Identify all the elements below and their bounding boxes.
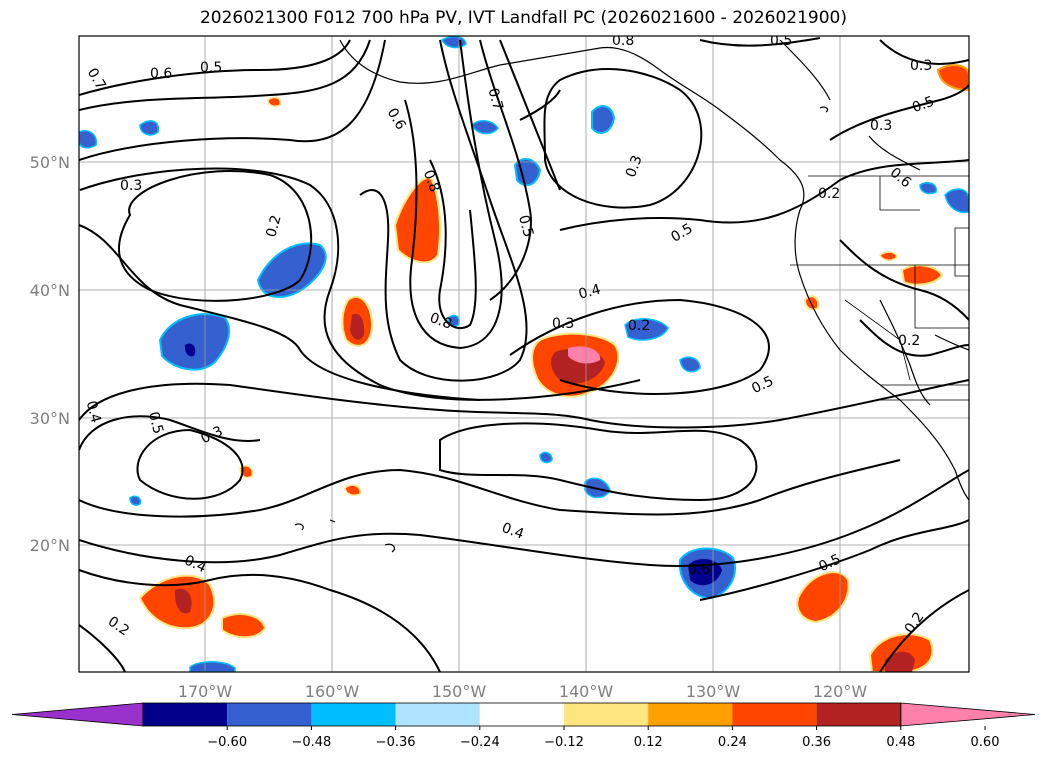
lat-label-20n: 20°N bbox=[30, 536, 70, 555]
contour-label: 0.7 bbox=[484, 86, 505, 112]
positive-anomaly-center bbox=[393, 176, 441, 264]
colorbar: −0.60 −0.48 −0.36 −0.24 −0.12 0.12 0.24 0.36 0.4… bbox=[11, 702, 1036, 750]
contour-label: 0.8 bbox=[612, 33, 634, 49]
contour-label: 0.2 bbox=[628, 318, 650, 334]
colorbar-tick-label: −0.12 bbox=[544, 735, 584, 750]
lat-label-40n: 40°N bbox=[30, 281, 70, 300]
lat-label-30n: 30°N bbox=[30, 409, 70, 428]
negative-anomaly-west bbox=[158, 313, 231, 371]
colorbar-tick-label: 0.48 bbox=[886, 735, 915, 750]
colorbar-extend-min bbox=[11, 702, 144, 727]
lon-label-140w: 140°W bbox=[559, 682, 614, 701]
contour-label: 0.3 bbox=[623, 153, 646, 179]
contour-label: 0.5 bbox=[910, 94, 936, 117]
contour-label: 0.2 bbox=[263, 213, 284, 239]
contour-label: 0.4 bbox=[83, 399, 104, 425]
contour-label: 0.6 bbox=[688, 562, 710, 578]
colorbar-segment bbox=[648, 703, 733, 726]
contour-label: 0.3 bbox=[910, 58, 932, 74]
colorbar-segment bbox=[395, 703, 480, 726]
colorbar-tick-label: 0.24 bbox=[718, 735, 747, 750]
contour-label: 0.3 bbox=[552, 316, 574, 332]
colorbar-border bbox=[142, 702, 902, 727]
contour-label: 0.5 bbox=[145, 410, 166, 436]
contour-label: 0.3 bbox=[120, 178, 142, 194]
contour-label: 0.2 bbox=[818, 186, 840, 202]
contour-label: 0.5 bbox=[770, 33, 792, 49]
map-frame bbox=[79, 36, 969, 672]
contour-label: 0.8 bbox=[420, 168, 443, 194]
political-borders bbox=[790, 175, 969, 401]
lon-label-130w: 130°W bbox=[686, 682, 741, 701]
map-border bbox=[78, 35, 970, 673]
colorbar-segment bbox=[311, 703, 396, 726]
lon-label-170w: 170°W bbox=[178, 682, 233, 701]
contour-label: 0.3 bbox=[870, 118, 892, 134]
lon-label-160w: 160°W bbox=[305, 682, 360, 701]
longitude-labels: 170°W 160°W 150°W 140°W 130°W 120°W bbox=[178, 682, 868, 701]
colorbar-segment bbox=[816, 703, 901, 726]
shading-layer bbox=[79, 36, 969, 672]
colorbar-segment bbox=[732, 703, 817, 726]
contour-label: 0.2 bbox=[898, 333, 920, 349]
colorbar-segment bbox=[143, 703, 228, 726]
contour-label: 0.6 bbox=[150, 66, 172, 82]
contour-label: 0.4 bbox=[500, 520, 526, 543]
colorbar-tick-label: 0.60 bbox=[971, 735, 1000, 750]
pv-contours bbox=[79, 37, 969, 672]
contour-label: 0.5 bbox=[200, 60, 222, 76]
contour-label: 0.4 bbox=[577, 282, 603, 303]
contour-label: 0.5 bbox=[515, 213, 536, 239]
colorbar-tick-label: −0.24 bbox=[460, 735, 500, 750]
colorbar-segment bbox=[227, 703, 312, 726]
colorbar-segment bbox=[564, 703, 649, 726]
colorbar-tick-label: 0.12 bbox=[634, 735, 663, 750]
colorbar-tick-label: 0.36 bbox=[802, 735, 831, 750]
colorbar-tick-label: −0.48 bbox=[291, 735, 331, 750]
colorbar-tick-label: −0.60 bbox=[207, 735, 247, 750]
figure-title: 2026021300 F012 700 hPa PV, IVT Landfall… bbox=[199, 8, 847, 28]
lon-label-150w: 150°W bbox=[432, 682, 487, 701]
colorbar-extend-max bbox=[900, 702, 1036, 727]
lon-label-120w: 120°W bbox=[813, 682, 868, 701]
gridlines bbox=[79, 36, 969, 672]
colorbar-tick-label: −0.36 bbox=[376, 735, 416, 750]
latitude-labels: 50°N 40°N 30°N 20°N bbox=[30, 153, 70, 555]
contour-label: 0.8 bbox=[428, 310, 454, 333]
colorbar-segment bbox=[479, 703, 564, 726]
lat-label-50n: 50°N bbox=[30, 153, 70, 172]
